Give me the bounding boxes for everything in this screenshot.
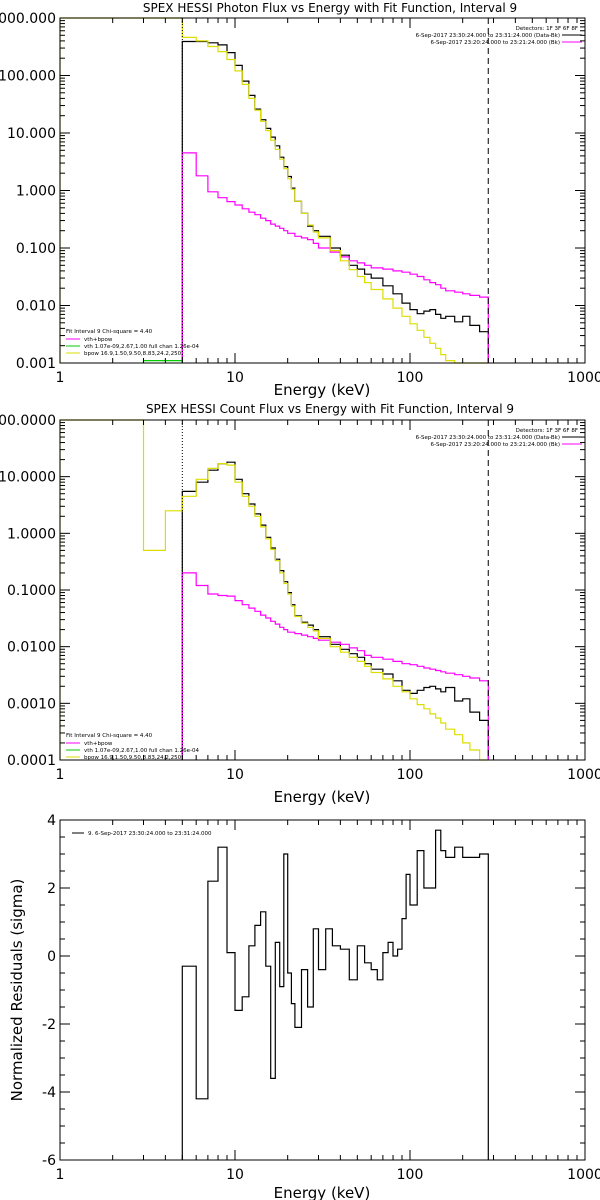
series-bk — [181, 152, 489, 363]
y-tick-label: 2 — [47, 881, 56, 897]
legend-vth-bpow-label: vth+bpow — [84, 337, 113, 343]
count-flux-panel: SPEX HESSI Count Flux vs Energy with Fit… — [0, 402, 600, 806]
residuals-panel: 1 10 100 1000 4 2 0 -2 -4 -6 Energy (keV) Normali… — [8, 813, 600, 1200]
y-tick-label: 0.100 — [16, 241, 56, 257]
x-tick-label: 10 — [226, 370, 244, 386]
y-tick-label: 10.000 — [7, 126, 56, 142]
legend-data-label: 6-Sep-2017 23:30:24.000 to 23:31:24.000 … — [416, 435, 560, 441]
legend-bpow-label: bpow 16.9,1.50,9.50,8.83,24.2,250 — [84, 351, 182, 357]
x-axis-label: Energy (keV) — [274, 788, 371, 806]
x-tick-label: 100 — [397, 1167, 424, 1183]
fit-title-label: Fit Interval 9 Chi-square = 4.40 — [66, 329, 153, 335]
x-tick-label: 1000 — [567, 370, 600, 386]
x-tick-label: 10 — [226, 767, 244, 783]
photon-flux-panel: SPEX HESSI Photon Flux vs Energy with Fi… — [0, 1, 600, 399]
panel-title: SPEX HESSI Photon Flux vs Energy with Fi… — [143, 1, 517, 15]
legend-bpow-label: bpow 16.9,1.50,9.50,8.83,24.2,250 — [84, 755, 182, 761]
x-axis-label: Energy (keV) — [274, 381, 371, 399]
fit-title-label: Fit Interval 9 Chi-square = 4.40 — [66, 733, 153, 739]
y-tick-label: 0.001 — [16, 356, 56, 372]
x-axis-label: Energy (keV) — [274, 1184, 371, 1200]
x-tick-label: 1000 — [567, 1167, 600, 1183]
legend-vth-label: vth 1.07e-09,2.67,1.00 full chan 1.26e-0… — [84, 748, 199, 754]
series-bpow — [59, 419, 489, 761]
x-tick-label: 10 — [226, 1167, 244, 1183]
axes-layer: 1 10 100 1000 100.0000 10.0000 1.0000 0.1000 0.0… — [0, 413, 600, 783]
y-axis-label: Normalized Residuals (sigma) — [8, 879, 26, 1102]
detectors-label: Detectors: 1F 3F 6F 8F — [516, 26, 578, 32]
y-tick-label: 1.000 — [16, 184, 56, 200]
x-tick-label: 1000 — [567, 767, 600, 783]
y-tick-label: 4 — [47, 813, 56, 829]
panel-title: SPEX HESSI Count Flux vs Energy with Fit… — [146, 402, 514, 416]
legend-data-label: 6-Sep-2017 23:30:24.000 to 23:31:24.000 … — [416, 33, 560, 39]
x-tick-label: 1 — [56, 370, 65, 386]
detectors-label: Detectors: 1F 3F 6F 8F — [516, 428, 578, 434]
legend-label: 9. 6-Sep-2017 23:30:24.000 to 23:31:24.0… — [88, 831, 212, 837]
series-bk — [181, 572, 489, 760]
x-tick-label: 100 — [397, 370, 424, 386]
legend-bk-label: 6-Sep-2017 23:20:24.000 to 23:21:24.000 … — [431, 40, 561, 46]
axes-layer: 1 10 100 1000 4 2 0 -2 -4 -6 — [42, 813, 600, 1183]
y-tick-label: 100.0000 — [0, 413, 56, 429]
x-tick-label: 1 — [56, 767, 65, 783]
y-tick-label: 0.0010 — [7, 696, 56, 712]
series-bpow — [59, 17, 489, 364]
y-tick-label: -4 — [42, 1085, 56, 1101]
series-9-6-sep-2017-23-30-24-000-to-2 — [181, 829, 489, 1160]
x-tick-label: 100 — [397, 767, 424, 783]
y-tick-label: 1000.000 — [0, 11, 56, 27]
axes-layer: 1 10 100 1000 1000.000 100.000 10.000 1.000 0.10… — [0, 11, 600, 386]
y-tick-label: 0.0100 — [7, 640, 56, 656]
y-tick-label: 0 — [47, 949, 56, 965]
x-tick-label: 1 — [56, 1167, 65, 1183]
y-tick-label: -2 — [42, 1017, 56, 1033]
series-layer — [181, 829, 489, 1160]
y-tick-label: 100.000 — [0, 69, 56, 85]
y-tick-label: 0.010 — [16, 299, 56, 315]
legend-vth-label: vth 1.07e-09,2.67,1.00 full chan 1.26e-0… — [84, 344, 199, 350]
y-tick-label: 10.0000 — [0, 470, 56, 486]
legend-vth-bpow-label: vth+bpow — [84, 741, 113, 747]
y-tick-label: 0.0001 — [7, 753, 56, 769]
y-tick-label: 0.1000 — [7, 583, 56, 599]
legend-bk-label: 6-Sep-2017 23:20:24.000 to 23:21:24.000 … — [431, 442, 561, 448]
y-tick-label: -6 — [42, 1153, 56, 1169]
y-tick-label: 1.0000 — [7, 526, 56, 542]
series-layer — [59, 419, 489, 761]
